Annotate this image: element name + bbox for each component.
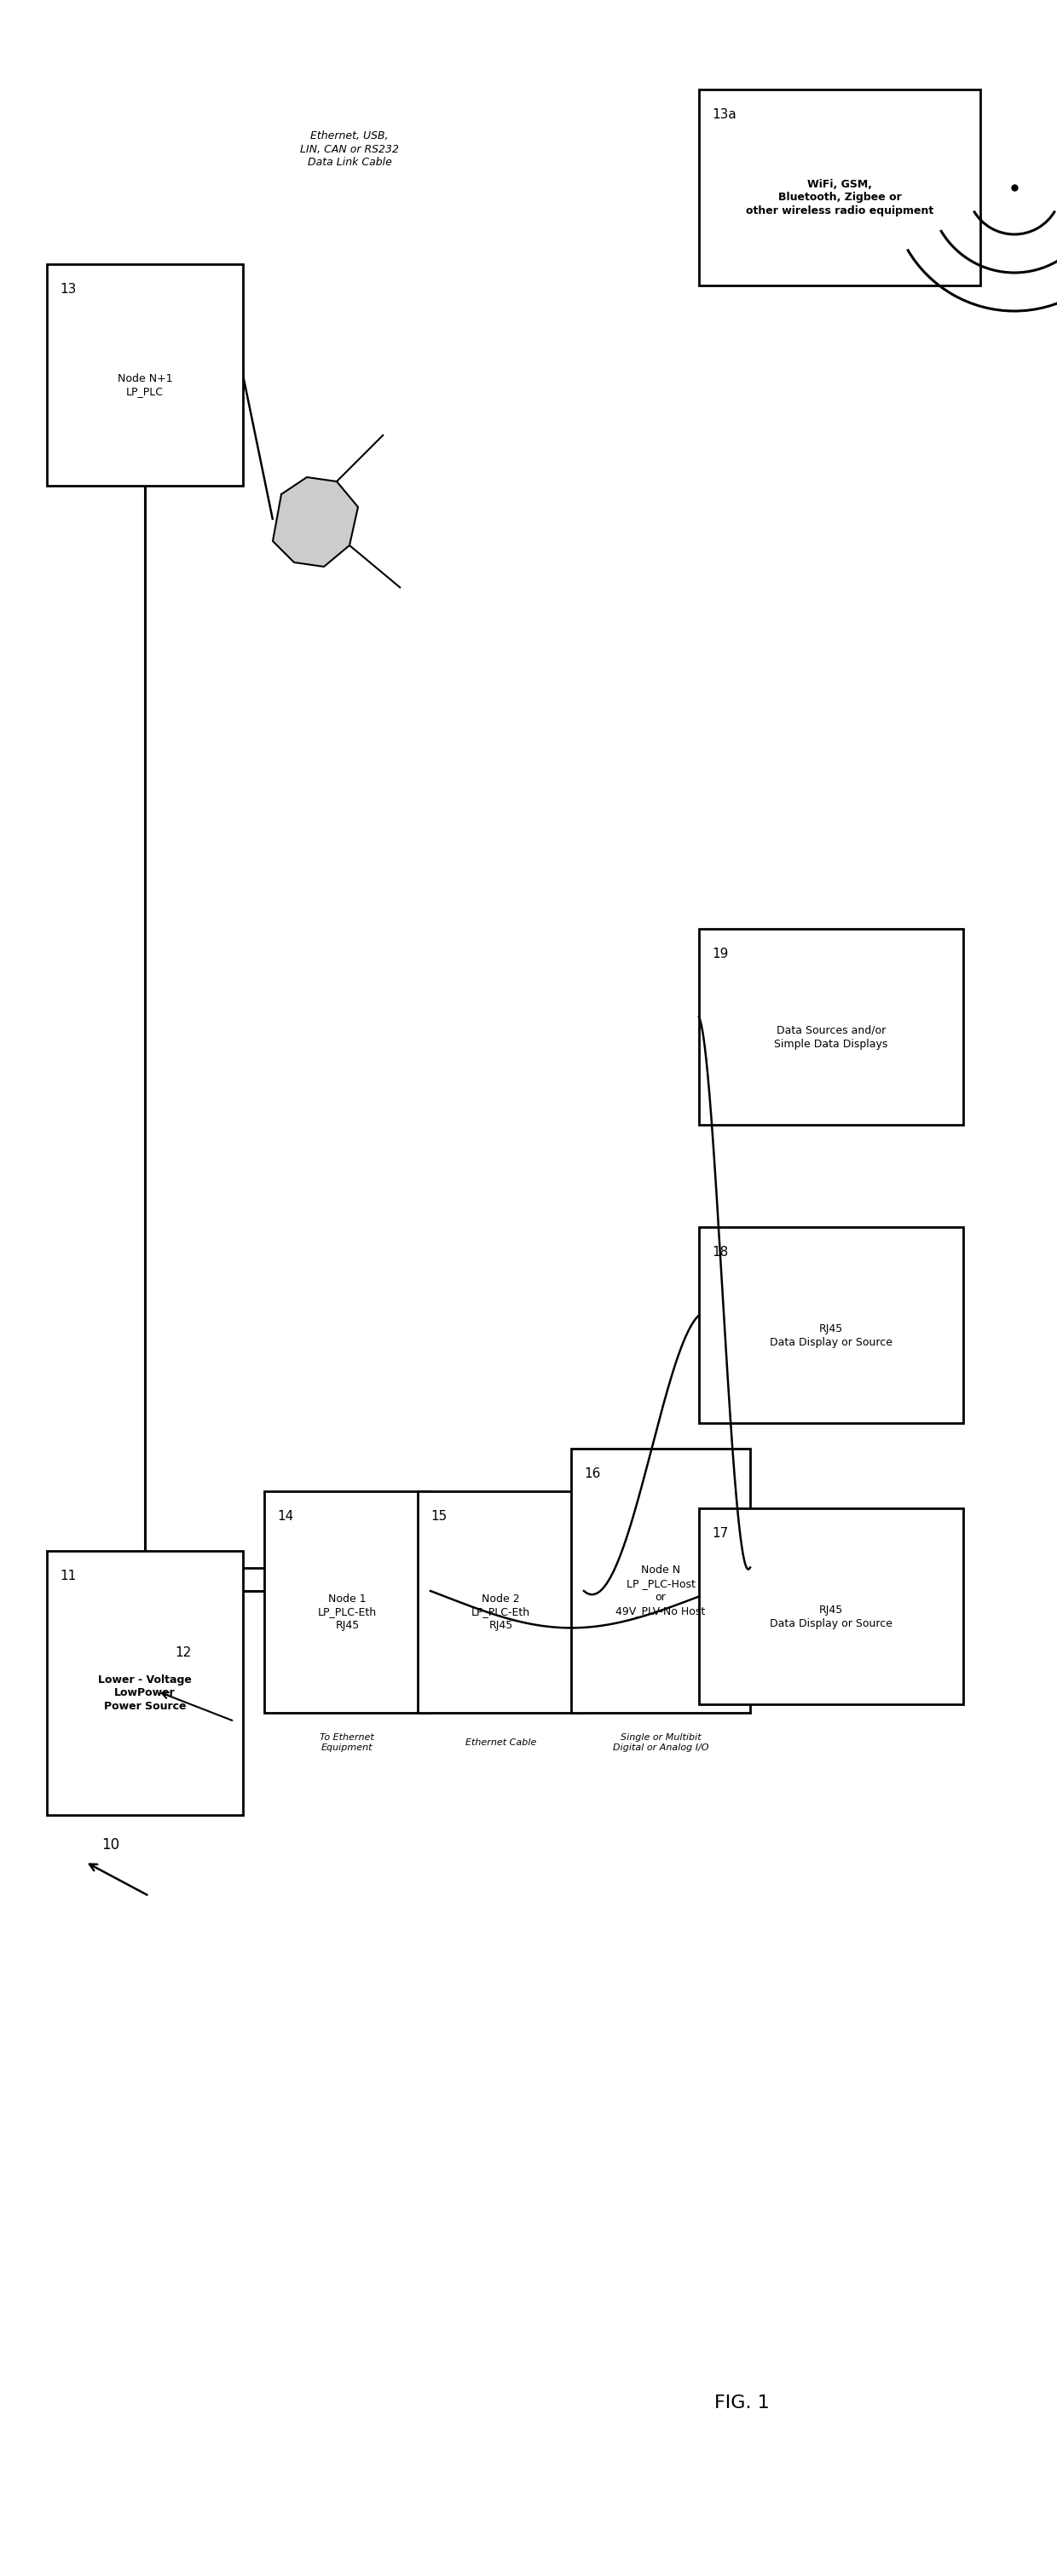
Text: 10: 10 xyxy=(101,1837,119,1852)
Text: 13a: 13a xyxy=(711,108,737,121)
Text: 13: 13 xyxy=(59,283,76,296)
Bar xyxy=(699,1510,963,1705)
Text: Single or Multibit
Digital or Analog I/O: Single or Multibit Digital or Analog I/O xyxy=(613,1734,708,1752)
Bar xyxy=(418,1492,583,1713)
Bar xyxy=(264,1492,430,1713)
Bar xyxy=(47,265,243,487)
Text: Ethernet Cable: Ethernet Cable xyxy=(466,1739,537,1747)
Bar xyxy=(571,1448,750,1713)
Text: Ethernet, USB,
LIN, CAN or RS232
Data Link Cable: Ethernet, USB, LIN, CAN or RS232 Data Li… xyxy=(300,129,398,167)
Text: 14: 14 xyxy=(277,1510,294,1522)
Text: Node N
LP _PLC-Host
or
49V_PLV-No Host: Node N LP _PLC-Host or 49V_PLV-No Host xyxy=(616,1566,705,1618)
Text: Node 1
LP_PLC-Eth
RJ45: Node 1 LP_PLC-Eth RJ45 xyxy=(318,1592,377,1631)
Bar xyxy=(699,90,980,286)
Text: 19: 19 xyxy=(711,948,728,961)
Polygon shape xyxy=(273,477,358,567)
Text: 18: 18 xyxy=(711,1247,728,1260)
Bar xyxy=(699,930,963,1126)
Bar xyxy=(47,1551,243,1816)
Text: WiFi, GSM,
Bluetooth, Zigbee or
other wireless radio equipment: WiFi, GSM, Bluetooth, Zigbee or other wi… xyxy=(746,178,933,216)
Text: 12: 12 xyxy=(175,1646,191,1659)
Text: RJ45
Data Display or Source: RJ45 Data Display or Source xyxy=(769,1605,892,1628)
Text: RJ45
Data Display or Source: RJ45 Data Display or Source xyxy=(769,1324,892,1347)
Text: To Ethernet
Equipment: To Ethernet Equipment xyxy=(320,1734,374,1752)
Text: FIG. 1: FIG. 1 xyxy=(715,2396,769,2411)
Text: Node 2
LP_PLC-Eth
RJ45: Node 2 LP_PLC-Eth RJ45 xyxy=(471,1592,531,1631)
Text: 15: 15 xyxy=(430,1510,447,1522)
Text: 16: 16 xyxy=(583,1468,600,1481)
Text: Lower - Voltage
LowPower
Power Source: Lower - Voltage LowPower Power Source xyxy=(98,1674,191,1713)
Text: Node N+1
LP_PLC: Node N+1 LP_PLC xyxy=(117,374,172,397)
Text: 17: 17 xyxy=(711,1528,728,1540)
Text: Data Sources and/or
Simple Data Displays: Data Sources and/or Simple Data Displays xyxy=(775,1025,888,1048)
Bar xyxy=(699,1226,963,1422)
Text: 11: 11 xyxy=(59,1569,76,1582)
